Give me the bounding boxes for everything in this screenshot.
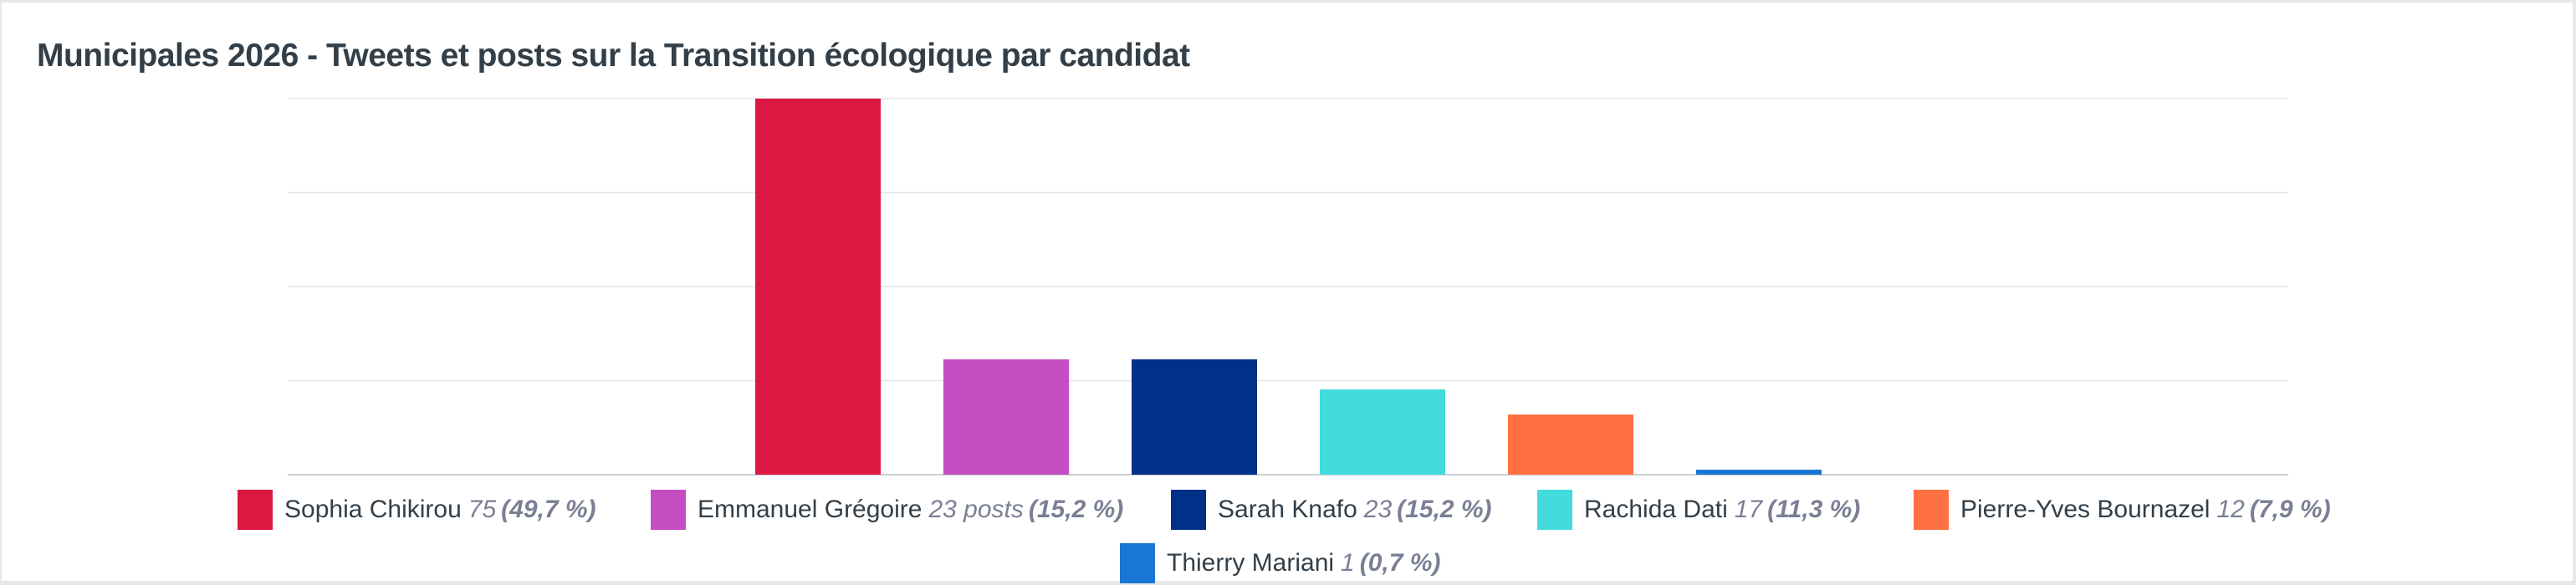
legend-percent: (15,2 %): [1028, 496, 1124, 523]
legend-swatch: [1914, 490, 1949, 530]
legend-swatch: [651, 490, 686, 530]
legend-percent: (15,2 %): [1397, 496, 1492, 523]
legend-name: Rachida Dati: [1584, 496, 1728, 523]
legend-value: 23: [1363, 496, 1393, 523]
legend-item[interactable]: Sarah Knafo 23 (15,2 %): [1171, 490, 1492, 530]
legend-percent: (11,3 %): [1767, 496, 1861, 523]
bar-sophia-chikirou[interactable]: [755, 99, 881, 475]
legend-item[interactable]: Pierre-Yves Bournazel 12 (7,9 %): [1914, 490, 2331, 530]
legend-value: 12: [2216, 496, 2245, 523]
legend-value: 75: [468, 496, 497, 523]
legend-name: Sophia Chikirou: [284, 496, 462, 523]
legend-percent: (0,7 %): [1359, 549, 1441, 577]
legend-item[interactable]: Emmanuel Grégoire 23 posts (15,2 %): [651, 490, 1123, 530]
bar-emmanuel-gr-goire[interactable]: [943, 359, 1069, 475]
legend-value: 23 posts: [928, 496, 1024, 523]
legend-percent: (7,9 %): [2249, 496, 2331, 523]
legend-name: Emmanuel Grégoire: [698, 496, 923, 523]
legend-value: 17: [1734, 496, 1763, 523]
legend-swatch: [238, 490, 273, 530]
bar-thierry-mariani[interactable]: [1696, 470, 1822, 475]
chart-title: Municipales 2026 - Tweets et posts sur l…: [37, 38, 1190, 74]
legend-name: Pierre-Yves Bournazel: [1960, 496, 2211, 523]
bar-rachida-dati[interactable]: [1320, 389, 1445, 475]
legend-item[interactable]: Rachida Dati 17 (11,3 %): [1537, 490, 1860, 530]
legend-name: Sarah Knafo: [1218, 496, 1357, 523]
legend-swatch: [1171, 490, 1206, 530]
legend-swatch: [1120, 543, 1155, 583]
legend-item[interactable]: Thierry Mariani 1 (0,7 %): [1120, 543, 1440, 583]
bar-sarah-knafo[interactable]: [1132, 359, 1257, 475]
legend-percent: (49,7 %): [501, 496, 596, 523]
legend-swatch: [1537, 490, 1572, 530]
chart-card: Municipales 2026 - Tweets et posts sur l…: [2, 3, 2573, 583]
bar-chart: [288, 98, 2288, 476]
bar-pierre-yves-bournazel[interactable]: [1508, 415, 1633, 475]
legend-item[interactable]: Sophia Chikirou 75 (49,7 %): [238, 490, 596, 530]
legend-name: Thierry Mariani: [1167, 549, 1335, 577]
legend-value: 1: [1341, 549, 1355, 577]
